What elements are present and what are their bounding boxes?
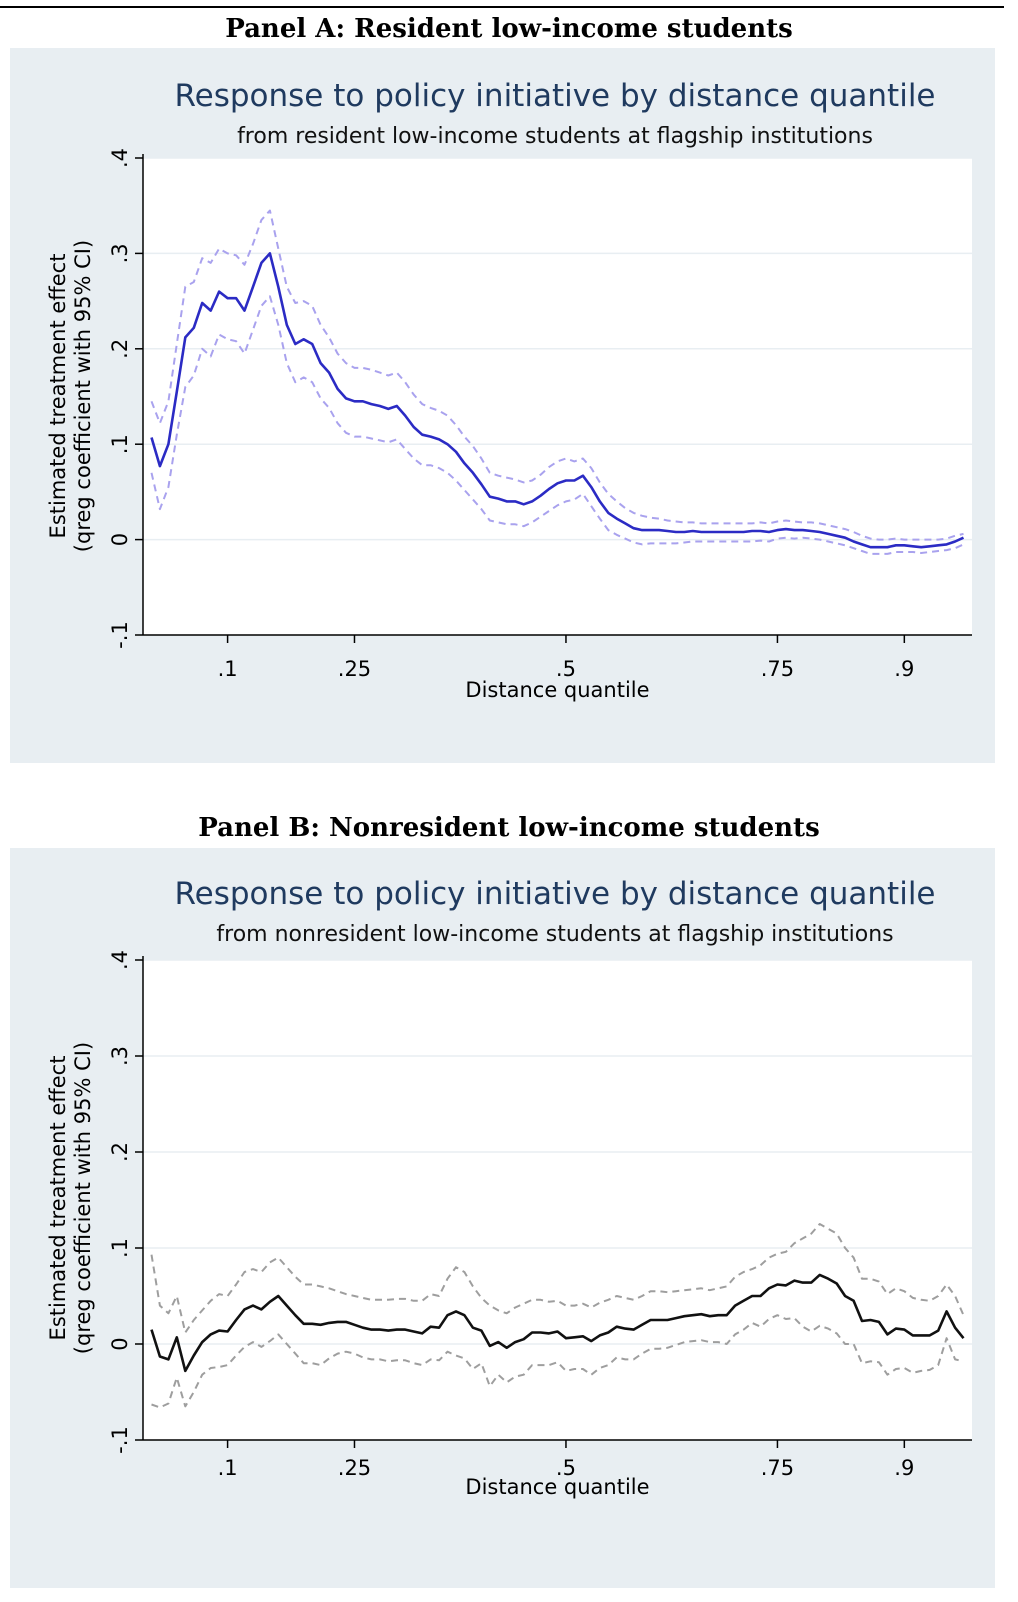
chart1-y-axis-label-2: (qreg coefficient with 95% CI) [71, 1042, 95, 1354]
chart0-x-tick-label: .5 [556, 657, 576, 681]
top-rule [0, 6, 1004, 8]
chart0-x-tick-label: .75 [761, 657, 794, 681]
chart0-y-axis-label-2: (qreg coefficient with 95% CI) [71, 240, 95, 552]
chart1-x-tick-label: .75 [761, 1456, 794, 1480]
chart0-title: Response to policy initiative by distanc… [174, 78, 935, 114]
chart1-y-tick-label: .2 [108, 1142, 132, 1162]
chart0-subtitle: from resident low-income students at fla… [237, 124, 873, 149]
chart1-y-tick-label: .1 [108, 1238, 132, 1258]
chart0-x-tick-label: .25 [338, 657, 371, 681]
chart1-y-tick-label: 0 [108, 1337, 132, 1350]
chart1-series-lower-line [151, 1314, 964, 1409]
chart0-y-axis-label: Estimated treatment effect [46, 254, 70, 539]
chart0-plot-area [143, 158, 972, 635]
chart1-plot-area [143, 960, 972, 1440]
chart0-y-tick-label: 0 [108, 533, 132, 546]
panel-b-title: Panel B: Nonresident low-income students [198, 813, 820, 843]
chart0-x-axis-label: Distance quantile [465, 678, 649, 702]
chart1-x-tick-label: .9 [894, 1456, 914, 1480]
chart0-y-tick-label: .4 [108, 148, 132, 168]
chart1-y-tick-label: -.1 [108, 1426, 132, 1454]
panel-b-chart-box: Response to policy initiative by distanc… [10, 848, 995, 1588]
chart1-x-tick-label: .25 [338, 1456, 371, 1480]
panel-a-title: Panel A: Resident low-income students [225, 14, 793, 44]
chart0-series-estimate-line [150, 252, 965, 549]
chart1-x-tick-label: .5 [556, 1456, 576, 1480]
chart1-y-tick-label: .4 [108, 950, 132, 970]
chart1-y-axis-label: Estimated treatment effect [46, 1056, 70, 1341]
chart1-y-tick-label: .3 [108, 1046, 132, 1066]
chart0-y-tick-label: .1 [108, 434, 132, 454]
chart0-y-tick-label: .2 [108, 339, 132, 359]
chart0-y-tick-label: -.1 [108, 621, 132, 649]
chart1-x-axis-label: Distance quantile [465, 1475, 649, 1499]
panel-b-chart: Response to policy initiative by distanc… [46, 876, 972, 1499]
chart1-subtitle: from nonresident low-income students at … [216, 922, 893, 947]
panel-a-chart-box: Response to policy initiative by distanc… [10, 48, 995, 763]
chart0-series-lower-line [150, 295, 964, 555]
chart1-x-tick-label: .1 [218, 1456, 238, 1480]
chart0-y-tick-label: .3 [108, 243, 132, 263]
chart1-series-estimate-line [150, 1273, 965, 1373]
chart1-title: Response to policy initiative by distanc… [174, 876, 935, 912]
panel-a-chart: Response to policy initiative by distanc… [46, 78, 972, 702]
chart0-x-tick-label: .1 [218, 657, 238, 681]
chart0-x-tick-label: .9 [894, 657, 914, 681]
